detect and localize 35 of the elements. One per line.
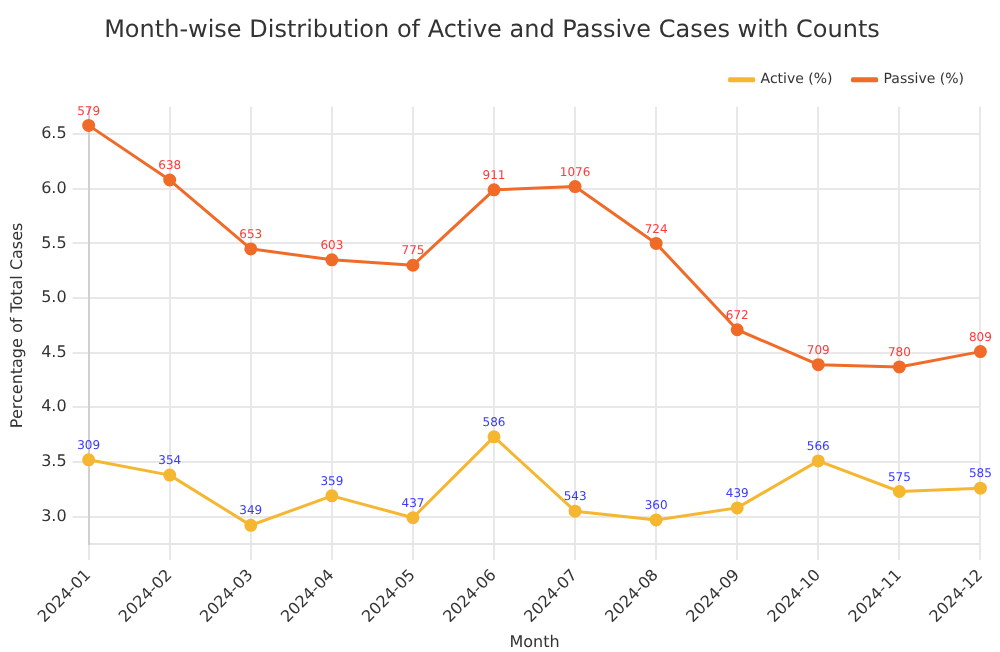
y-tick-label: 6.5 bbox=[41, 124, 67, 143]
point bbox=[811, 454, 825, 468]
y-axis-title: Percentage of Total Cases bbox=[7, 222, 26, 429]
y-tick-label: 3.5 bbox=[41, 452, 67, 471]
point bbox=[730, 323, 744, 337]
point bbox=[973, 481, 987, 495]
point bbox=[649, 513, 663, 527]
point bbox=[487, 183, 501, 197]
point bbox=[730, 501, 744, 515]
y-tick-label: 4.0 bbox=[41, 397, 67, 416]
point bbox=[325, 253, 339, 267]
point bbox=[568, 180, 582, 194]
y-tick-label: 5.5 bbox=[41, 233, 67, 252]
y-tick-label: 6.0 bbox=[41, 178, 67, 197]
point bbox=[82, 453, 96, 467]
point bbox=[811, 358, 825, 372]
point bbox=[82, 118, 96, 132]
point bbox=[649, 236, 663, 250]
point bbox=[163, 468, 177, 482]
point bbox=[973, 345, 987, 359]
x-axis-title: Month bbox=[509, 632, 560, 651]
point bbox=[487, 430, 501, 444]
point bbox=[244, 242, 258, 256]
point bbox=[892, 360, 906, 374]
point bbox=[244, 518, 258, 532]
point bbox=[568, 504, 582, 518]
point bbox=[892, 484, 906, 498]
point bbox=[406, 511, 420, 525]
y-tick-label: 4.5 bbox=[41, 342, 67, 361]
point bbox=[325, 489, 339, 503]
y-tick-label: 5.0 bbox=[41, 288, 67, 307]
y-tick-label: 3.0 bbox=[41, 506, 67, 525]
chart-title: Month-wise Distribution of Active and Passive Cases with Counts bbox=[104, 14, 880, 43]
point bbox=[406, 258, 420, 272]
point bbox=[163, 173, 177, 187]
